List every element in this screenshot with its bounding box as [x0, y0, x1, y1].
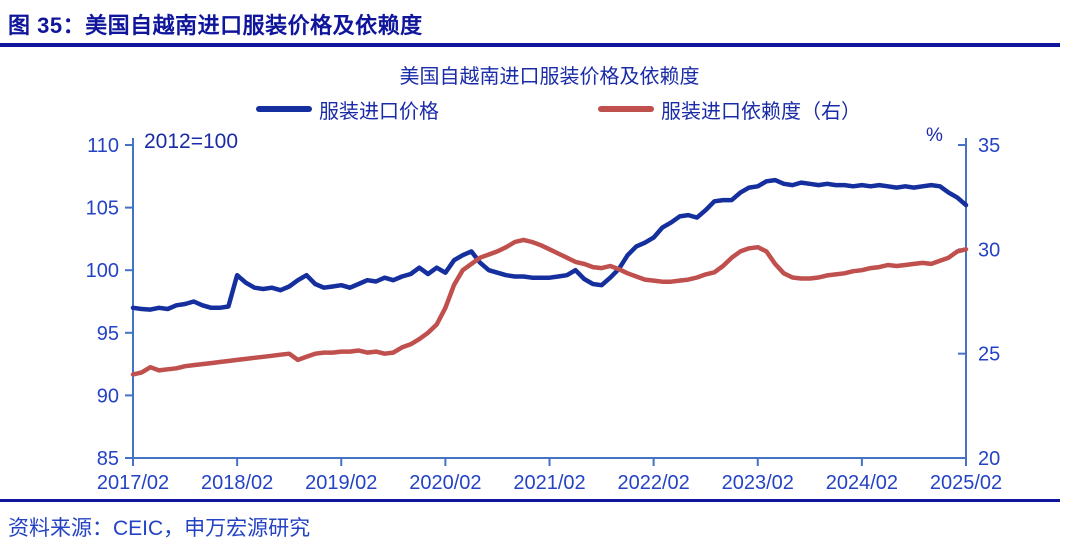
price-line-swatch — [256, 106, 312, 112]
x-axis-label: 2017/02 — [97, 472, 169, 494]
x-axis-label: 2020/02 — [409, 472, 481, 494]
y-axis-left-label: 95 — [97, 323, 119, 345]
figure-caption: 图 35：美国自越南进口服装价格及依赖度 — [8, 13, 423, 38]
y-axis-right-label: 25 — [978, 344, 1000, 366]
y-axis-left-label: 85 — [97, 448, 119, 470]
y-axis-right-label: 35 — [978, 135, 1000, 157]
source-note: 资料来源：CEIC，申万宏源研究 — [8, 517, 311, 540]
legend-label-dependence: 服装进口依赖度（右） — [661, 100, 861, 123]
y-axis-left-label: 100 — [86, 260, 119, 282]
legend-label-price: 服装进口价格 — [319, 100, 439, 123]
right-axis-unit: % — [926, 125, 943, 146]
y-axis-right-label: 30 — [978, 239, 1000, 261]
header-divider — [0, 43, 1060, 47]
legend-item-price: 服装进口价格 — [256, 98, 439, 123]
y-axis-right-label: 20 — [978, 448, 1000, 470]
legend-item-dependence: 服装进口依赖度（右） — [598, 98, 861, 123]
x-axis-label: 2024/02 — [826, 472, 898, 494]
y-axis-left-label: 105 — [86, 198, 119, 220]
y-axis-left-label: 90 — [97, 385, 119, 407]
y-axis-left-label: 110 — [87, 135, 119, 157]
base-year-annotation: 2012=100 — [144, 130, 239, 153]
x-axis-label: 2022/02 — [617, 472, 689, 494]
x-axis-label: 2025/02 — [930, 472, 1002, 494]
footer-divider — [0, 499, 1060, 502]
x-axis-label: 2019/02 — [305, 472, 377, 494]
price-line-series — [130, 177, 969, 312]
x-axis-label: 2018/02 — [201, 472, 273, 494]
dependence-line-swatch — [598, 106, 654, 112]
chart-title: 美国自越南进口服装价格及依赖度 — [399, 66, 700, 88]
x-axis-label: 2021/02 — [513, 472, 585, 494]
dependence-line-series — [130, 237, 969, 377]
x-axis-label: 2023/02 — [722, 472, 794, 494]
